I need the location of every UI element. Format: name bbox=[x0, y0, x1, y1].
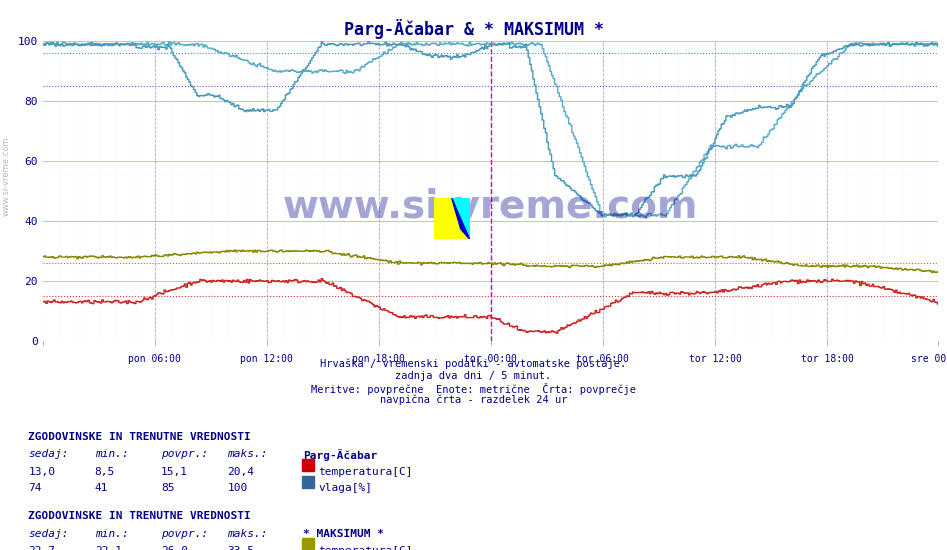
Text: Parg-Äčabar & * MAKSIMUM *: Parg-Äčabar & * MAKSIMUM * bbox=[344, 19, 603, 40]
Text: min.:: min.: bbox=[95, 449, 129, 459]
Text: tor 00:00: tor 00:00 bbox=[464, 354, 517, 364]
Text: zadnja dva dni / 5 minut.: zadnja dva dni / 5 minut. bbox=[396, 371, 551, 381]
Text: 8,5: 8,5 bbox=[95, 467, 115, 477]
Bar bbox=[302, 459, 314, 471]
Bar bbox=[302, 538, 314, 550]
Text: navpična črta - razdelek 24 ur: navpična črta - razdelek 24 ur bbox=[380, 395, 567, 405]
Text: tor 12:00: tor 12:00 bbox=[688, 354, 742, 364]
Text: 26,0: 26,0 bbox=[161, 546, 188, 550]
Text: 22,1: 22,1 bbox=[95, 546, 122, 550]
Text: Hrvaška / vremenski podatki - avtomatske postaje.: Hrvaška / vremenski podatki - avtomatske… bbox=[320, 359, 627, 369]
Bar bbox=[302, 476, 314, 488]
Text: temperatura[C]: temperatura[C] bbox=[318, 467, 413, 477]
Text: 20,4: 20,4 bbox=[227, 467, 255, 477]
Text: * MAKSIMUM *: * MAKSIMUM * bbox=[303, 529, 384, 538]
Text: sedaj:: sedaj: bbox=[28, 529, 69, 538]
Text: pon 06:00: pon 06:00 bbox=[128, 354, 181, 364]
Text: maks.:: maks.: bbox=[227, 529, 268, 538]
Text: ZGODOVINSKE IN TRENUTNE VREDNOSTI: ZGODOVINSKE IN TRENUTNE VREDNOSTI bbox=[28, 432, 251, 442]
Text: Meritve: povprečne  Enote: metrične  Črta: povprečje: Meritve: povprečne Enote: metrične Črta:… bbox=[311, 383, 636, 395]
Text: www.si-vreme.com: www.si-vreme.com bbox=[2, 136, 11, 216]
Text: 100: 100 bbox=[227, 483, 247, 493]
Text: povpr.:: povpr.: bbox=[161, 529, 208, 538]
Polygon shape bbox=[452, 198, 470, 239]
Text: tor 18:00: tor 18:00 bbox=[800, 354, 853, 364]
Text: Parg-Äčabar: Parg-Äčabar bbox=[303, 449, 377, 461]
Text: 33,5: 33,5 bbox=[227, 546, 255, 550]
Text: pon 18:00: pon 18:00 bbox=[352, 354, 405, 364]
Text: vlaga[%]: vlaga[%] bbox=[318, 483, 372, 493]
Text: 85: 85 bbox=[161, 483, 174, 493]
Text: 41: 41 bbox=[95, 483, 108, 493]
Text: 13,0: 13,0 bbox=[28, 467, 56, 477]
Text: ZGODOVINSKE IN TRENUTNE VREDNOSTI: ZGODOVINSKE IN TRENUTNE VREDNOSTI bbox=[28, 511, 251, 521]
Text: 22,7: 22,7 bbox=[28, 546, 56, 550]
Text: www.si-vreme.com: www.si-vreme.com bbox=[282, 187, 698, 225]
Text: sedaj:: sedaj: bbox=[28, 449, 69, 459]
Text: pon 12:00: pon 12:00 bbox=[241, 354, 294, 364]
Polygon shape bbox=[452, 198, 470, 239]
Text: 74: 74 bbox=[28, 483, 42, 493]
Text: temperatura[C]: temperatura[C] bbox=[318, 546, 413, 550]
Text: 15,1: 15,1 bbox=[161, 467, 188, 477]
Text: sre 00:00: sre 00:00 bbox=[911, 354, 947, 364]
Text: min.:: min.: bbox=[95, 529, 129, 538]
Text: maks.:: maks.: bbox=[227, 449, 268, 459]
Text: povpr.:: povpr.: bbox=[161, 449, 208, 459]
Text: tor 06:00: tor 06:00 bbox=[577, 354, 630, 364]
